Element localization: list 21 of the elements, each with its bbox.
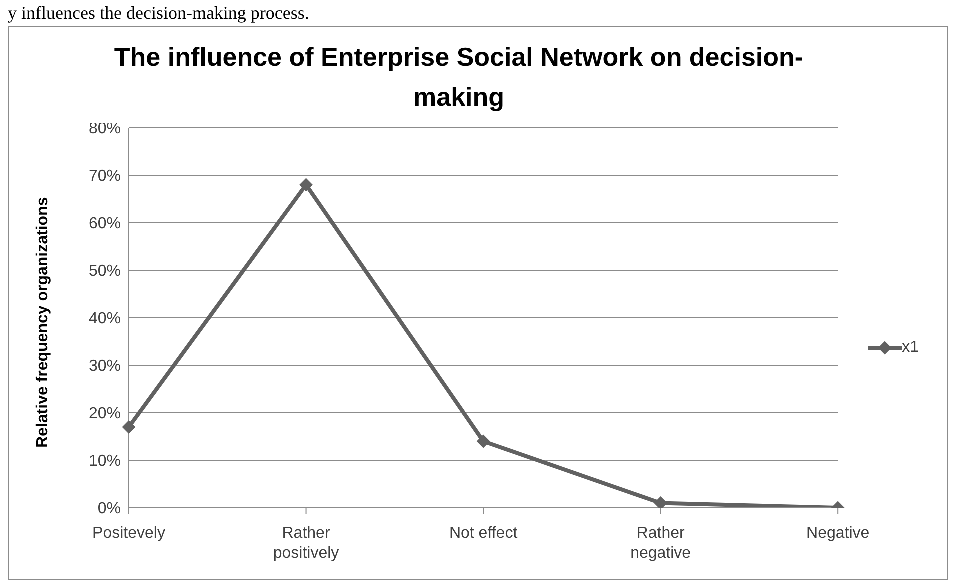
y-tick-label: 70%: [88, 168, 121, 186]
y-tick-label: 50%: [88, 263, 121, 280]
text: y influences the decision-making process.: [8, 3, 310, 23]
point: [122, 420, 136, 434]
x-tick-label: Rather negative: [630, 525, 692, 562]
x-tick-label: Negative: [806, 525, 870, 542]
y-tick-label: 30%: [88, 358, 121, 376]
point: [477, 435, 490, 448]
y-tick-label: 20%: [88, 406, 121, 423]
chart-title: The influence of Enterprise Social Network on decision-making: [113, 41, 805, 114]
x-tick-label: Rather positively: [273, 525, 340, 562]
point: [300, 178, 313, 192]
legend-label: x1: [902, 339, 919, 357]
y-tick-label: 0%: [98, 500, 121, 518]
y-tick-label: 40%: [88, 310, 121, 328]
point: [654, 496, 668, 508]
x-tick-label: Not effect: [449, 525, 518, 542]
y-tick-label: 10%: [88, 453, 121, 470]
y-tick-label: 60%: [88, 216, 121, 233]
x-tick-label: Positevely: [92, 525, 166, 542]
y-axis-title: Relative frequency organizations: [34, 197, 52, 448]
